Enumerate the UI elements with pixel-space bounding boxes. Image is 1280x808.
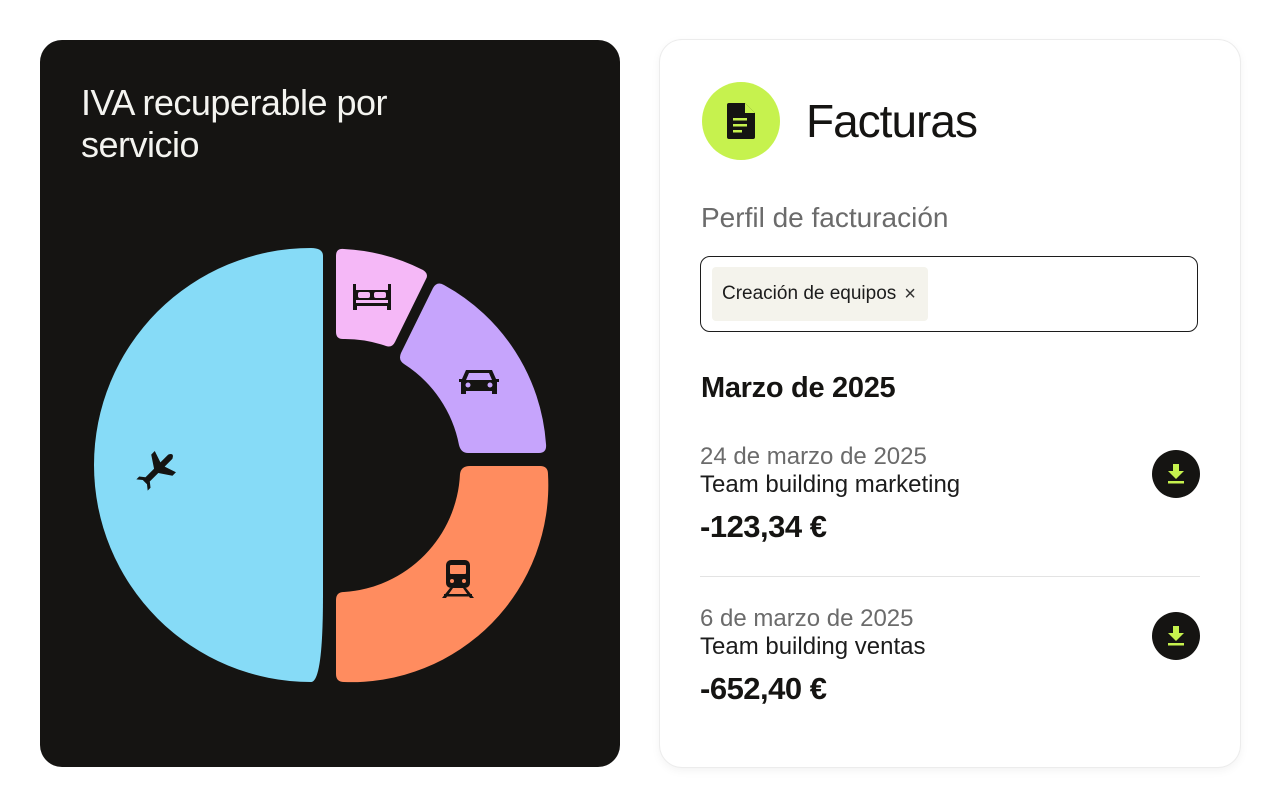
remove-tag-icon[interactable]: ×: [904, 283, 916, 305]
car-icon: [459, 370, 499, 394]
invoice-amount: -652,40 €: [700, 671, 827, 706]
vat-donut-chart: [94, 248, 549, 683]
train-icon: [442, 560, 474, 598]
download-icon: [1168, 464, 1184, 484]
selected-tag-chip: Creación de equipos ×: [712, 267, 928, 321]
selected-tag-label: Creación de equipos: [722, 283, 897, 304]
invoices-card: Facturas Perfil de facturación Creación …: [660, 40, 1240, 767]
download-button[interactable]: [1152, 450, 1200, 498]
donut-slice-train[interactable]: [336, 466, 549, 683]
invoice-name: Team building ventas: [700, 633, 926, 660]
download-button[interactable]: [1152, 612, 1200, 660]
invoice-row: 24 de marzo de 2025 Team building market…: [700, 442, 1200, 552]
invoice-divider: [700, 576, 1200, 577]
donut-slice-car[interactable]: [400, 283, 547, 453]
document-badge: [702, 82, 780, 160]
document-icon: [727, 103, 755, 139]
invoice-date: 6 de marzo de 2025: [700, 605, 914, 632]
vat-card-title: IVA recuperable por servicio: [81, 82, 388, 165]
download-icon: [1168, 626, 1184, 646]
invoice-amount: -123,34 €: [700, 509, 827, 544]
donut-slice-airplane[interactable]: [94, 248, 323, 682]
invoice-date: 24 de marzo de 2025: [700, 443, 927, 470]
vat-by-service-card: IVA recuperable por servicio: [40, 40, 620, 767]
invoice-row: 6 de marzo de 2025 Team building ventas …: [700, 604, 1200, 714]
airplane-icon: [136, 451, 176, 491]
month-heading: Marzo de 2025: [701, 372, 896, 404]
billing-profile-select[interactable]: Creación de equipos ×: [700, 256, 1198, 332]
invoice-name: Team building marketing: [700, 471, 961, 498]
invoices-title: Facturas: [806, 95, 978, 147]
bed-icon: [353, 284, 391, 310]
billing-profile-label: Perfil de facturación: [701, 202, 949, 233]
